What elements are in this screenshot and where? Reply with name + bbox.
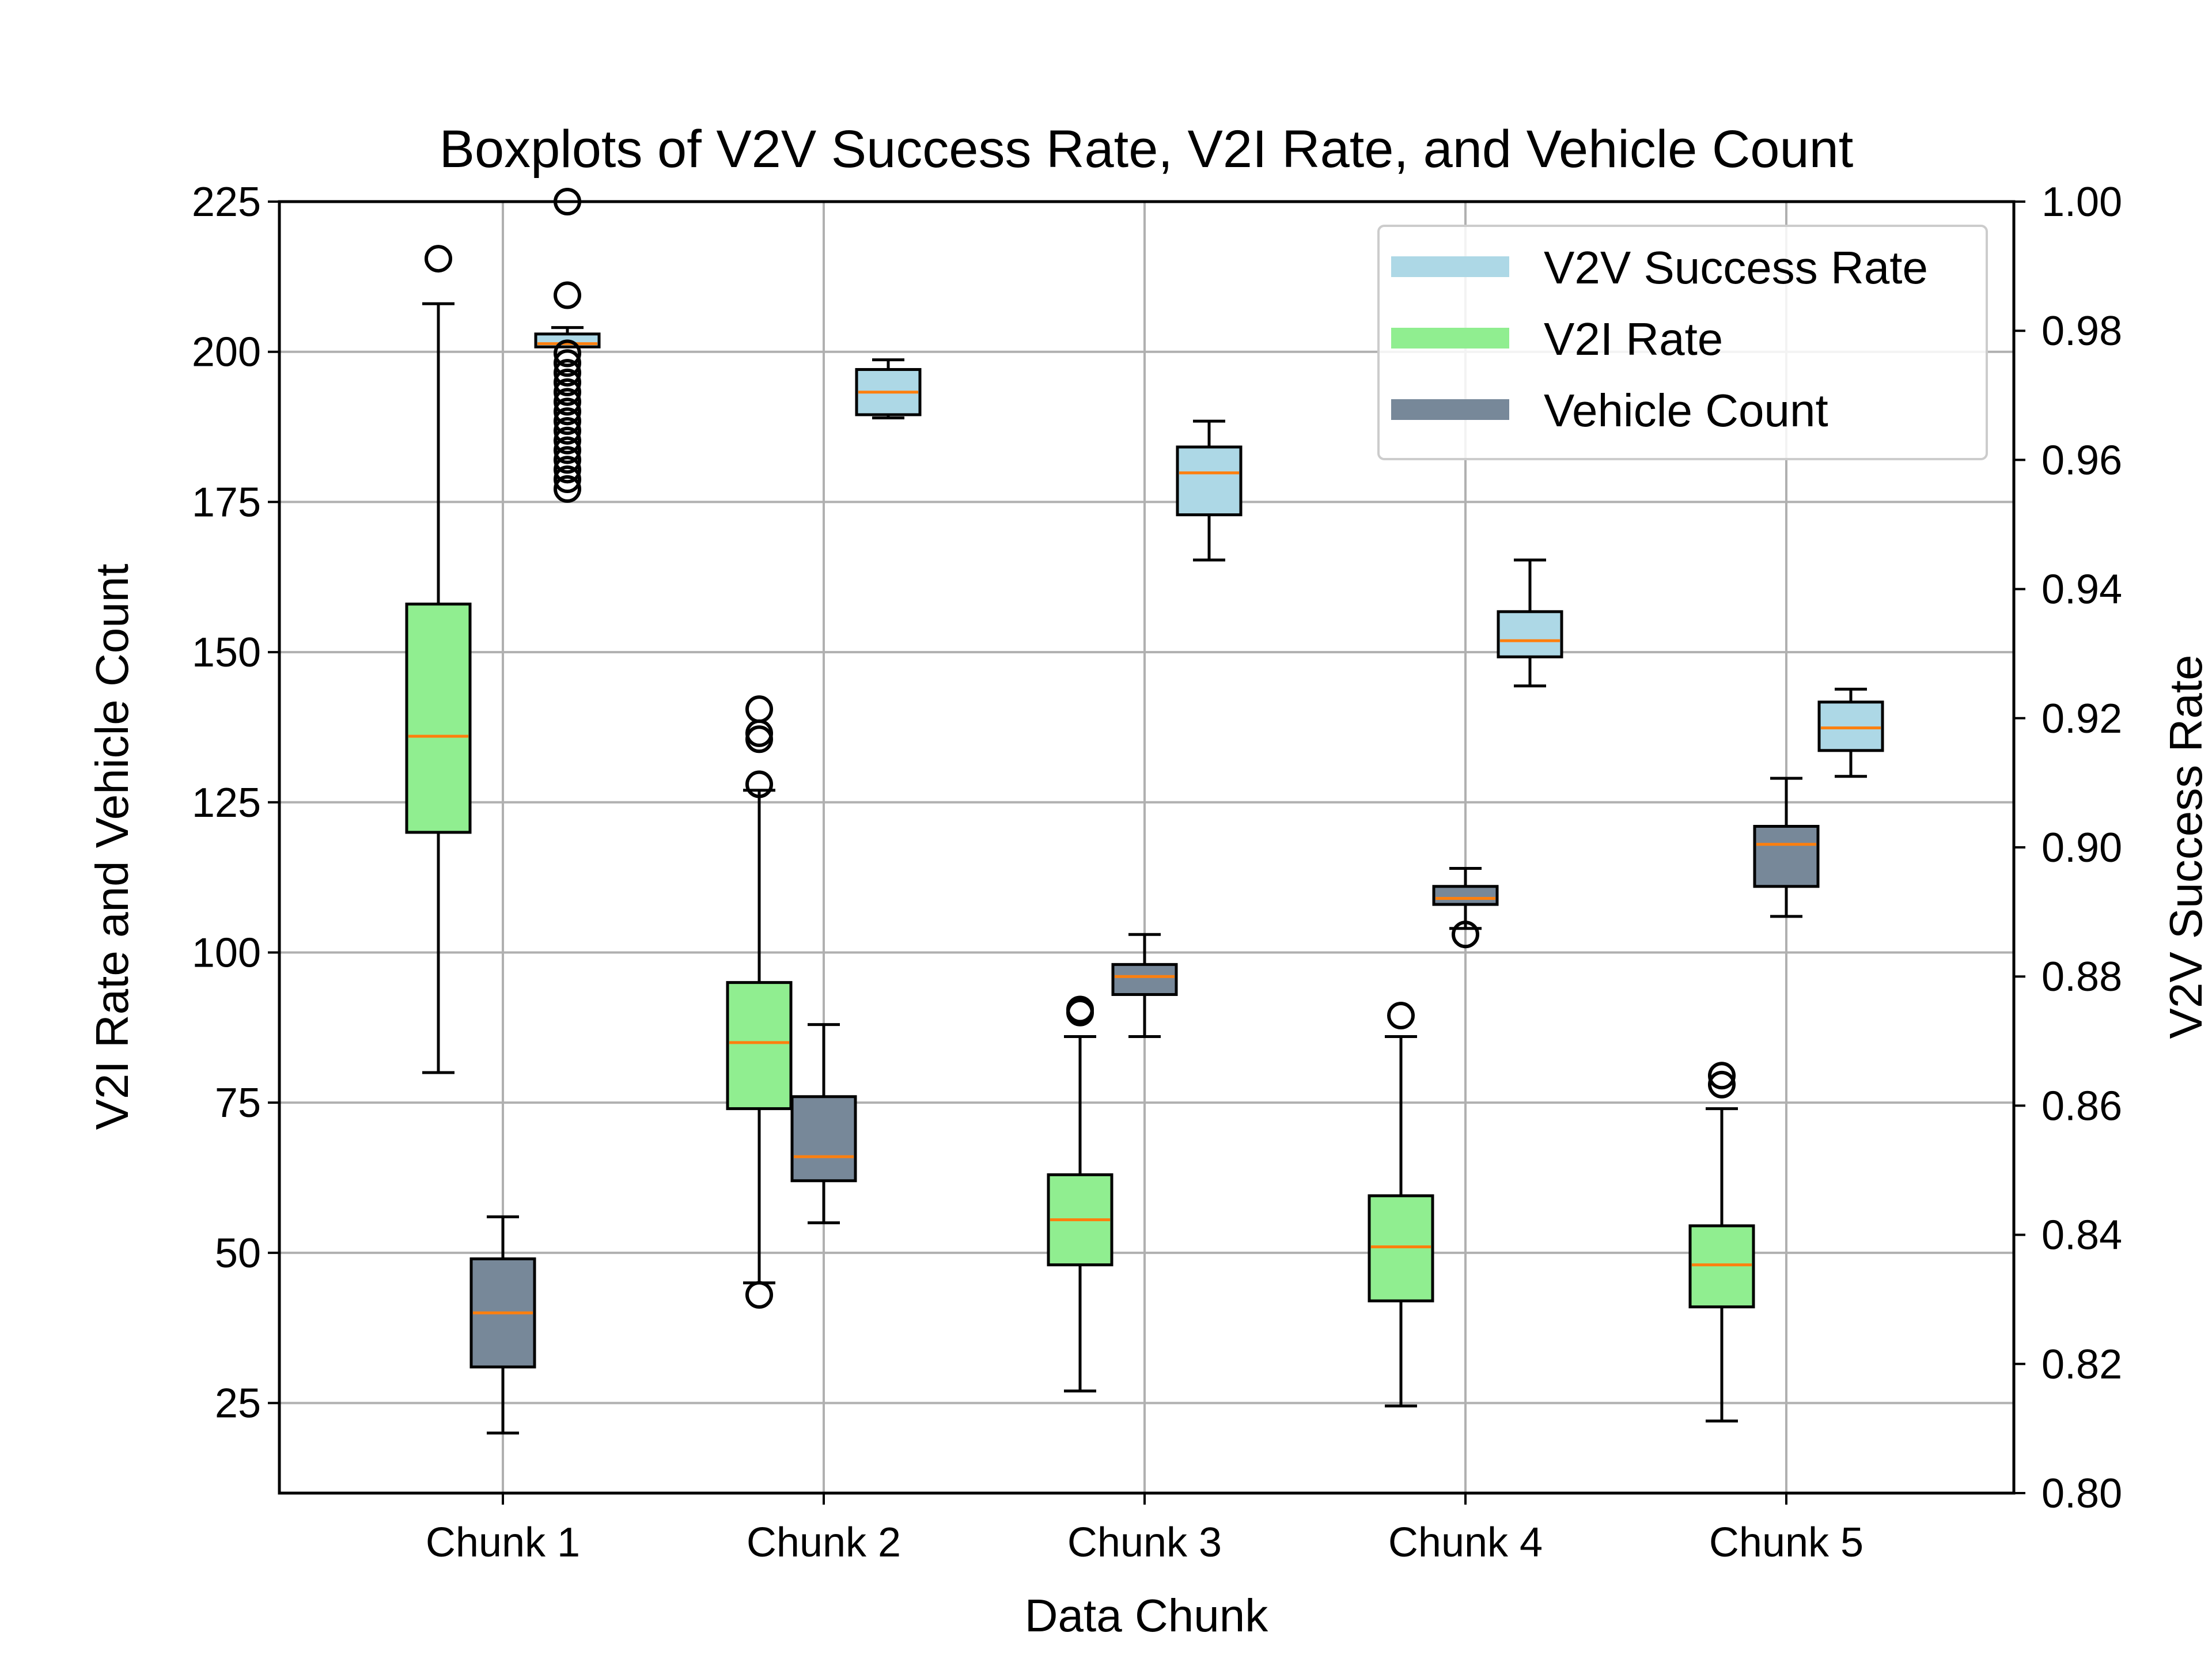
x-tick-label: Chunk 5 (1709, 1520, 1863, 1566)
y-axis-label-left: V2I Rate and Vehicle Count (86, 564, 138, 1130)
chart-title: Boxplots of V2V Success Rate, V2I Rate, … (440, 120, 1854, 179)
boxplot-v2i-rate (1368, 1001, 1434, 1408)
plot-area (405, 188, 1884, 1435)
boxplot-v2v-success-rate (855, 358, 922, 420)
legend-label-v2i-rate: V2I Rate (1544, 313, 1723, 365)
boxplot-v2v-success-rate (534, 188, 601, 503)
x-axis-label: Data Chunk (1025, 1590, 1268, 1641)
boxplot-vehicle-count (790, 1023, 857, 1225)
box-vehicle-count (1753, 825, 1820, 888)
boxplot-v2i-rate (1047, 995, 1113, 1393)
outlier-point (1708, 1070, 1736, 1099)
y-tick-label-right: 0.96 (2041, 437, 2122, 483)
x-tick-label: Chunk 3 (1067, 1520, 1222, 1566)
legend: V2V Success Rate V2I Rate Vehicle Count (1377, 225, 1988, 460)
y-tick-label-right: 0.98 (2041, 308, 2122, 354)
legend-label-vehicle-count: Vehicle Count (1544, 385, 1828, 436)
y-tick-label-right: 1.00 (2041, 179, 2122, 225)
outlier-point (425, 245, 452, 273)
box-vehicle-count (1432, 885, 1499, 906)
outlier-point (1708, 1062, 1736, 1090)
box-v2v-success-rate (1176, 445, 1243, 517)
y-tick-label-left: 25 (215, 1381, 261, 1427)
box-vehicle-count (1111, 963, 1178, 996)
outlier-point (745, 770, 773, 798)
legend-swatch-v2i-rate (1391, 328, 1509, 349)
y-tick-label-right: 0.82 (2041, 1342, 2122, 1388)
y-axis-label-right: V2V Success Rate (2160, 655, 2211, 1039)
outlier-point (554, 388, 581, 416)
y-tick-label-left: 75 (215, 1080, 261, 1126)
boxplot-v2v-success-rate (1497, 558, 1563, 688)
boxplot-v2i-rate (726, 695, 793, 1309)
y-tick-label-left: 50 (215, 1230, 261, 1277)
outlier-point (554, 397, 581, 426)
y-tick-label-left: 150 (192, 630, 261, 676)
y-tick-label-left: 200 (192, 329, 261, 376)
outlier-point (1387, 1001, 1415, 1029)
boxplot-vehicle-count (1753, 777, 1820, 918)
legend-swatch-v2v-success-rate (1391, 256, 1509, 277)
boxplot-v2i-rate (1688, 1062, 1755, 1423)
outlier-point (554, 349, 581, 377)
outlier-point (554, 378, 581, 406)
box-v2i-rate (405, 603, 472, 834)
legend-label-v2v-success-rate: V2V Success Rate (1544, 242, 1928, 293)
box-vehicle-count (790, 1095, 857, 1183)
outlier-point (554, 407, 581, 435)
outlier-point (554, 446, 581, 474)
x-tick-label: Chunk 4 (1388, 1520, 1543, 1566)
boxplot-vehicle-count (1432, 866, 1499, 949)
outlier-point (1066, 995, 1094, 1024)
outlier-point (554, 368, 581, 396)
y-tick-label-left: 125 (192, 780, 261, 826)
y-tick-label-right: 0.92 (2041, 696, 2122, 742)
legend-swatch-vehicle-count (1391, 399, 1509, 420)
y-tick-label-right: 0.80 (2041, 1471, 2122, 1517)
y-tick-label-right: 0.86 (2041, 1083, 2122, 1129)
outlier-point (745, 695, 773, 724)
boxplot-vehicle-count (1111, 933, 1178, 1038)
outlier-point (554, 416, 581, 445)
boxplot-v2i-rate (405, 245, 472, 1074)
outlier-point (554, 436, 581, 464)
outlier-point (554, 359, 581, 387)
outlier-point (554, 281, 581, 309)
outlier-point (554, 339, 581, 368)
y-tick-label-right: 0.90 (2041, 825, 2122, 871)
x-tick-label: Chunk 2 (747, 1520, 901, 1566)
boxplot-vehicle-count (469, 1215, 536, 1435)
outlier-point (1452, 921, 1479, 949)
box-v2i-rate (726, 981, 793, 1111)
outlier-point (554, 465, 581, 494)
box-v2v-success-rate (1497, 610, 1563, 658)
box-v2i-rate (1688, 1224, 1755, 1309)
y-tick-label-right: 0.88 (2041, 954, 2122, 1000)
boxplot-v2v-success-rate (1817, 687, 1884, 778)
box-v2i-rate (1368, 1194, 1434, 1302)
y-tick-label-right: 0.94 (2041, 567, 2122, 613)
outlier-point (554, 426, 581, 454)
outlier-point (554, 456, 581, 484)
legend-frame (1377, 225, 1988, 460)
axes: 25 50 75 100 125 150 175 200 225 0.80 0.82 0.84 0.86… (192, 179, 2122, 1566)
y-tick-label-left: 225 (192, 179, 261, 225)
y-tick-label-right: 0.84 (2041, 1213, 2122, 1259)
box-v2v-success-rate (1817, 700, 1884, 752)
outlier-point (554, 475, 581, 503)
y-tick-label-left: 100 (192, 930, 261, 976)
y-tick-label-left: 175 (192, 479, 261, 525)
outlier-point (745, 1281, 773, 1309)
x-tick-label: Chunk 1 (426, 1520, 580, 1566)
boxplot-v2v-success-rate (1176, 419, 1243, 562)
